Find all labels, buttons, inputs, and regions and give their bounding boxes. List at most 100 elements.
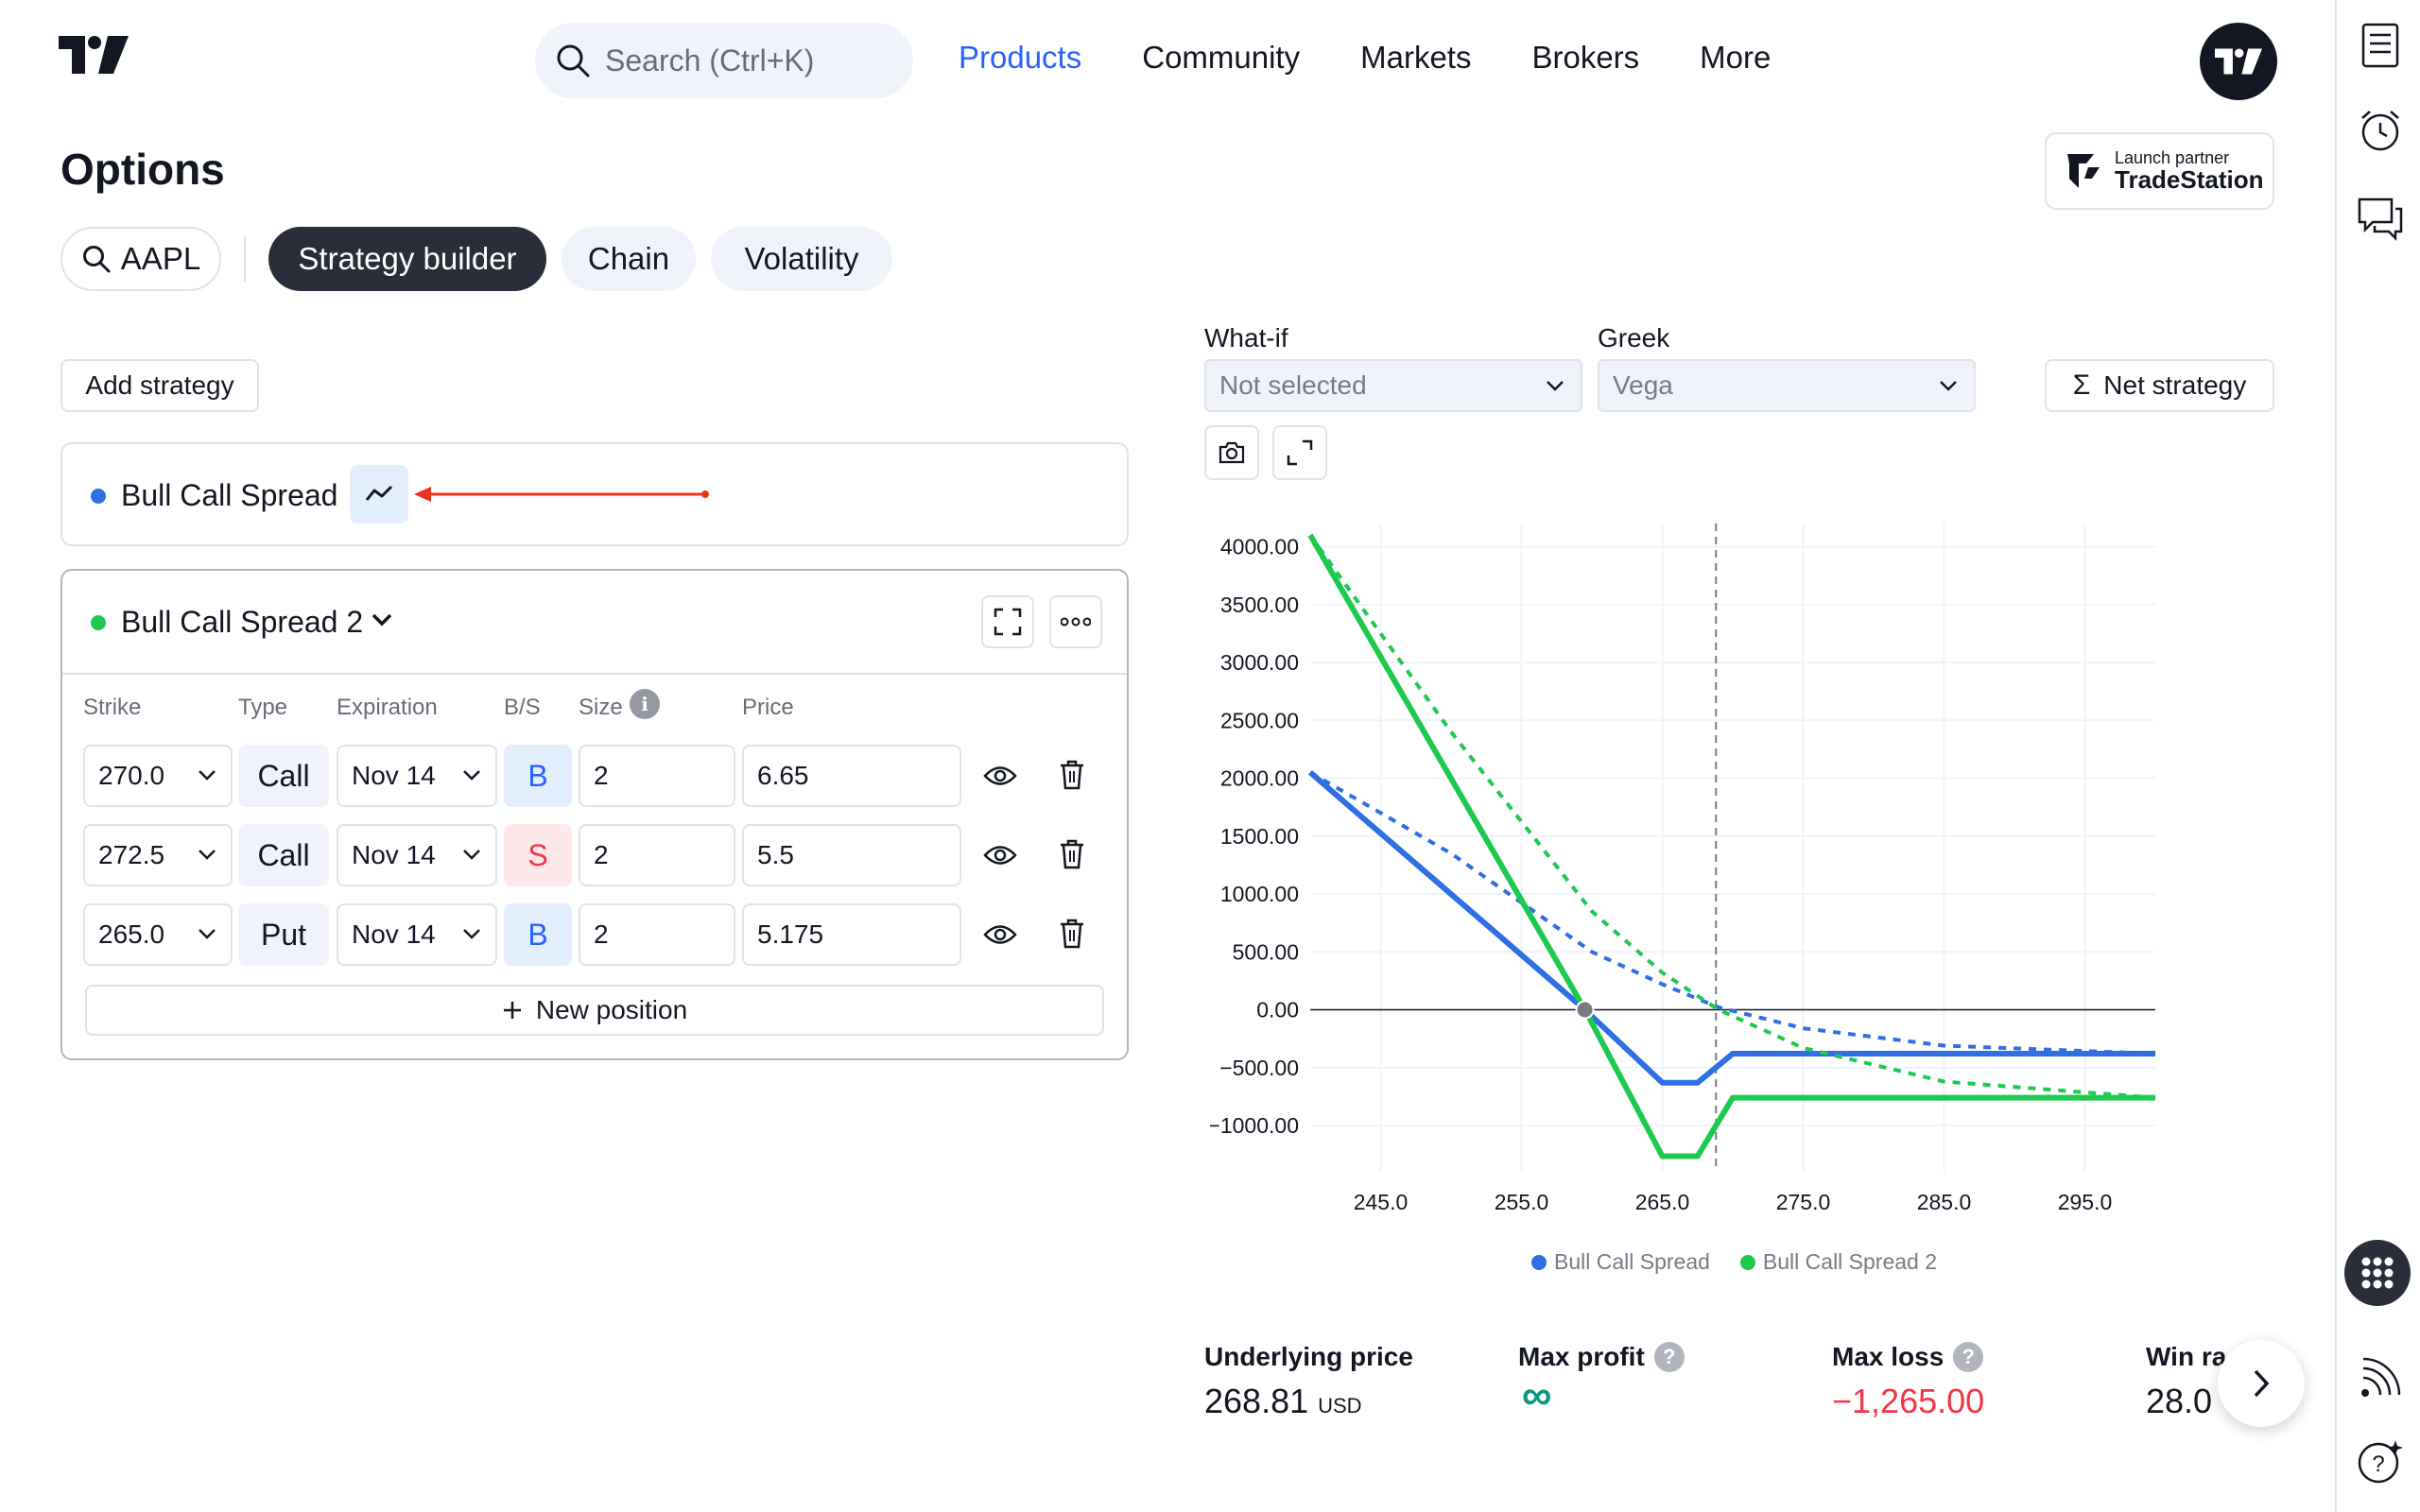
y-tick-label: 2500.00 bbox=[1220, 708, 1299, 732]
search-input[interactable]: Search (Ctrl+K) bbox=[535, 23, 913, 98]
y-tick-label: −500.00 bbox=[1219, 1056, 1299, 1080]
strategy-card-1[interactable]: Bull Call Spread bbox=[60, 442, 1129, 546]
legend-item-bull-call-spread[interactable]: Bull Call Spread bbox=[1531, 1249, 1710, 1275]
more-options-button[interactable] bbox=[1049, 595, 1102, 648]
option-type-button[interactable]: Call bbox=[238, 824, 329, 886]
svg-text:?: ? bbox=[2372, 1452, 2384, 1477]
y-tick-label: 3000.00 bbox=[1220, 650, 1299, 675]
price-input[interactable]: 5.175 bbox=[742, 903, 961, 966]
tab-chain[interactable]: Chain bbox=[562, 227, 696, 291]
trash-icon[interactable] bbox=[1059, 919, 1085, 949]
tradestation-logo-icon bbox=[2066, 150, 2103, 192]
x-tick-label: 275.0 bbox=[1776, 1190, 1831, 1214]
win-rate-label: Win ra bbox=[2146, 1342, 2227, 1371]
greek-select[interactable]: Vega bbox=[1598, 359, 1976, 412]
info-icon[interactable]: i bbox=[630, 689, 660, 719]
plus-icon bbox=[502, 1000, 523, 1021]
price-value: 5.175 bbox=[757, 919, 824, 949]
payoff-chart[interactable]: 4000.00 3500.00 3000.00 2500.00 2000.00 1500.… bbox=[1210, 510, 2193, 1238]
chevron-down-icon bbox=[197, 767, 217, 782]
strike-select[interactable]: 272.5 bbox=[83, 824, 233, 886]
help-icon[interactable]: ? bbox=[2356, 1436, 2405, 1486]
search-placeholder: Search (Ctrl+K) bbox=[605, 43, 815, 77]
chevron-down-icon bbox=[461, 926, 482, 941]
max-profit-label: Max profit ? bbox=[1518, 1342, 1685, 1372]
nav-more[interactable]: More bbox=[1700, 40, 1772, 75]
strike-select[interactable]: 265.0 bbox=[83, 903, 233, 966]
eye-icon[interactable] bbox=[983, 920, 1017, 949]
expiration-select[interactable]: Nov 14 bbox=[337, 745, 497, 807]
price-value: 5.5 bbox=[757, 840, 794, 869]
eye-icon[interactable] bbox=[983, 762, 1017, 790]
option-type-button[interactable]: Call bbox=[238, 745, 329, 807]
strike-select[interactable]: 270.0 bbox=[83, 745, 233, 807]
buy-sell-toggle[interactable]: S bbox=[504, 824, 572, 886]
tab-divider bbox=[244, 236, 246, 282]
camera-icon bbox=[1218, 440, 1246, 465]
y-tick-label: 500.00 bbox=[1233, 939, 1299, 964]
help-icon[interactable]: ? bbox=[1653, 1342, 1685, 1372]
underlying-price-value: 268.81 USD bbox=[1204, 1382, 1362, 1420]
breakeven-point bbox=[1575, 1000, 1595, 1020]
screenshot-button[interactable] bbox=[1204, 425, 1259, 480]
trash-icon[interactable] bbox=[1059, 760, 1085, 790]
page-title: Options bbox=[60, 145, 225, 194]
chat-icon[interactable] bbox=[2356, 195, 2405, 244]
series-line bbox=[1308, 770, 2155, 1086]
net-strategy-label: Net strategy bbox=[2103, 370, 2247, 400]
help-icon[interactable]: ? bbox=[1953, 1342, 1984, 1372]
nav-brokers[interactable]: Brokers bbox=[1531, 40, 1640, 75]
expand-button[interactable] bbox=[981, 595, 1034, 648]
apps-grid-icon[interactable] bbox=[2344, 1240, 2411, 1306]
chevron-down-icon[interactable] bbox=[371, 610, 393, 629]
buy-sell-toggle[interactable]: B bbox=[504, 745, 572, 807]
size-input[interactable]: 2 bbox=[579, 745, 735, 807]
whatif-select[interactable]: Not selected bbox=[1204, 359, 1582, 412]
feed-icon[interactable] bbox=[2356, 1353, 2405, 1402]
symbol-label: AAPL bbox=[120, 241, 201, 276]
nav-products[interactable]: Products bbox=[959, 40, 1082, 75]
new-position-button[interactable]: New position bbox=[85, 985, 1104, 1036]
tradingview-logo[interactable] bbox=[59, 36, 129, 74]
tab-strategy-builder[interactable]: Strategy builder bbox=[268, 227, 546, 291]
strategy-name[interactable]: Bull Call Spread 2 bbox=[121, 605, 364, 639]
column-header-expiration: Expiration bbox=[337, 695, 438, 720]
option-type-button[interactable]: Put bbox=[238, 903, 329, 966]
price-input[interactable]: 6.65 bbox=[742, 745, 961, 807]
strategy-card-2: Bull Call Spread 2 bbox=[60, 569, 1129, 1060]
show-chart-toggle[interactable] bbox=[350, 465, 408, 524]
nav-community[interactable]: Community bbox=[1142, 40, 1301, 75]
chevron-down-icon bbox=[197, 926, 217, 941]
series-line-dashed bbox=[1308, 534, 2156, 1100]
size-input[interactable]: 2 bbox=[579, 824, 735, 886]
expiration-select[interactable]: Nov 14 bbox=[337, 903, 497, 966]
eye-icon[interactable] bbox=[983, 841, 1017, 869]
expiration-select[interactable]: Nov 14 bbox=[337, 824, 497, 886]
nav-markets[interactable]: Markets bbox=[1360, 40, 1472, 75]
net-strategy-button[interactable]: Σ Net strategy bbox=[2045, 359, 2274, 412]
legend-item-bull-call-spread-2[interactable]: Bull Call Spread 2 bbox=[1739, 1249, 1937, 1275]
add-strategy-button[interactable]: Add strategy bbox=[60, 359, 259, 412]
user-avatar[interactable] bbox=[2200, 23, 2277, 100]
price-input[interactable]: 5.5 bbox=[742, 824, 961, 886]
chevron-right-icon bbox=[2252, 1368, 2271, 1399]
tab-volatility[interactable]: Volatility bbox=[711, 227, 892, 291]
strategy-color-dot bbox=[91, 489, 106, 504]
expand-chart-button[interactable] bbox=[1272, 425, 1327, 480]
watchlist-icon[interactable] bbox=[2356, 21, 2405, 70]
buy-sell-toggle[interactable]: B bbox=[504, 903, 572, 966]
y-tick-label: 1000.00 bbox=[1220, 882, 1299, 906]
y-tick-label: 4000.00 bbox=[1220, 535, 1299, 559]
launch-partner-badge[interactable]: Launch partner TradeStation bbox=[2045, 132, 2274, 210]
expiration-value: Nov 14 bbox=[352, 761, 436, 790]
alarm-clock-icon[interactable] bbox=[2356, 106, 2405, 155]
size-input[interactable]: 2 bbox=[579, 903, 735, 966]
size-value: 2 bbox=[594, 761, 609, 790]
trash-icon[interactable] bbox=[1059, 839, 1085, 869]
greek-label: Greek bbox=[1598, 323, 1670, 352]
next-stats-button[interactable] bbox=[2218, 1340, 2305, 1427]
symbol-search-button[interactable]: AAPL bbox=[60, 227, 221, 291]
y-tick-label: 0.00 bbox=[1256, 998, 1299, 1022]
chevron-down-icon bbox=[197, 847, 217, 862]
currency-unit: USD bbox=[1318, 1394, 1362, 1418]
